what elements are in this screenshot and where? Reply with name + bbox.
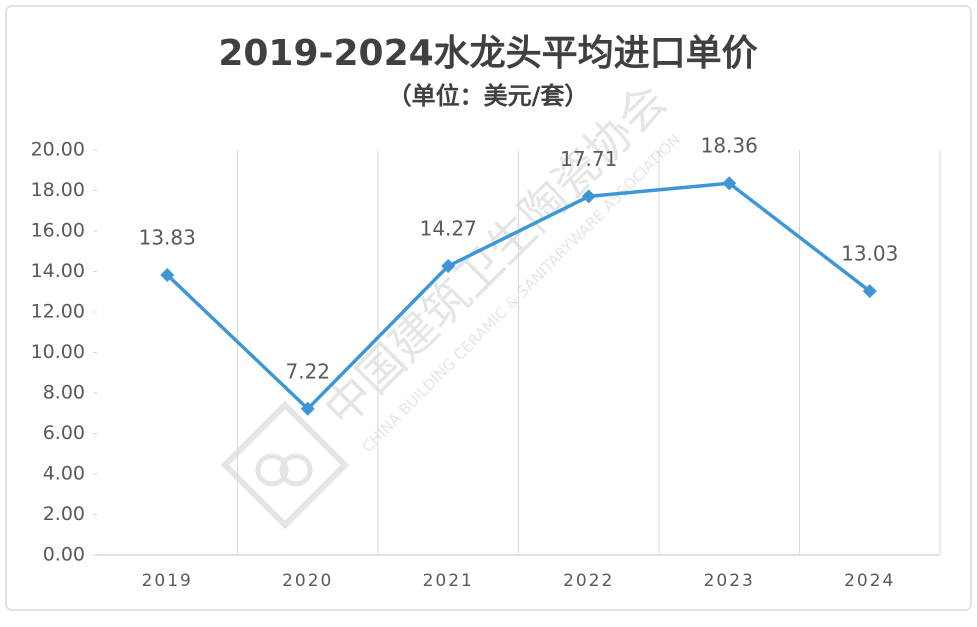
data-label: 13.83 (139, 225, 196, 249)
marker (722, 176, 737, 191)
data-label: 7.22 (285, 359, 330, 383)
watermark-logo (255, 453, 289, 487)
chart-title: 2019-2024水龙头平均进口单价 (218, 33, 757, 74)
x-tick-label: 2020 (282, 571, 333, 591)
marker (441, 259, 456, 274)
y-tick-label: 18.00 (31, 179, 85, 201)
watermark-logo (220, 400, 350, 530)
y-tick-label: 0.00 (43, 544, 85, 566)
chart-subtitle: （单位：美元/套） (388, 82, 589, 110)
watermark-logo (279, 453, 313, 487)
x-tick-label: 2022 (563, 571, 614, 591)
y-tick-label: 4.00 (43, 463, 85, 485)
marker (300, 401, 315, 416)
marker (862, 284, 877, 299)
y-tick-label: 12.00 (31, 301, 85, 323)
y-tick-label: 10.00 (31, 341, 85, 363)
x-tick-label: 2019 (142, 571, 193, 591)
data-label: 18.36 (701, 134, 758, 158)
y-tick-label: 6.00 (43, 422, 85, 444)
data-label: 17.71 (560, 147, 617, 171)
y-tick-label: 16.00 (31, 220, 85, 242)
x-tick-label: 2024 (844, 571, 895, 591)
y-tick-label: 20.00 (31, 139, 85, 161)
x-tick-label: 2021 (423, 571, 474, 591)
marker (581, 189, 596, 204)
y-tick-label: 2.00 (43, 503, 85, 525)
y-tick-label: 8.00 (43, 382, 85, 404)
x-tick-label: 2023 (704, 571, 755, 591)
y-tick-label: 14.00 (31, 260, 85, 282)
marker (160, 267, 175, 282)
data-label: 14.27 (420, 217, 477, 241)
chart-frame (5, 5, 972, 611)
line (166, 181, 871, 411)
data-label: 13.03 (841, 242, 898, 266)
